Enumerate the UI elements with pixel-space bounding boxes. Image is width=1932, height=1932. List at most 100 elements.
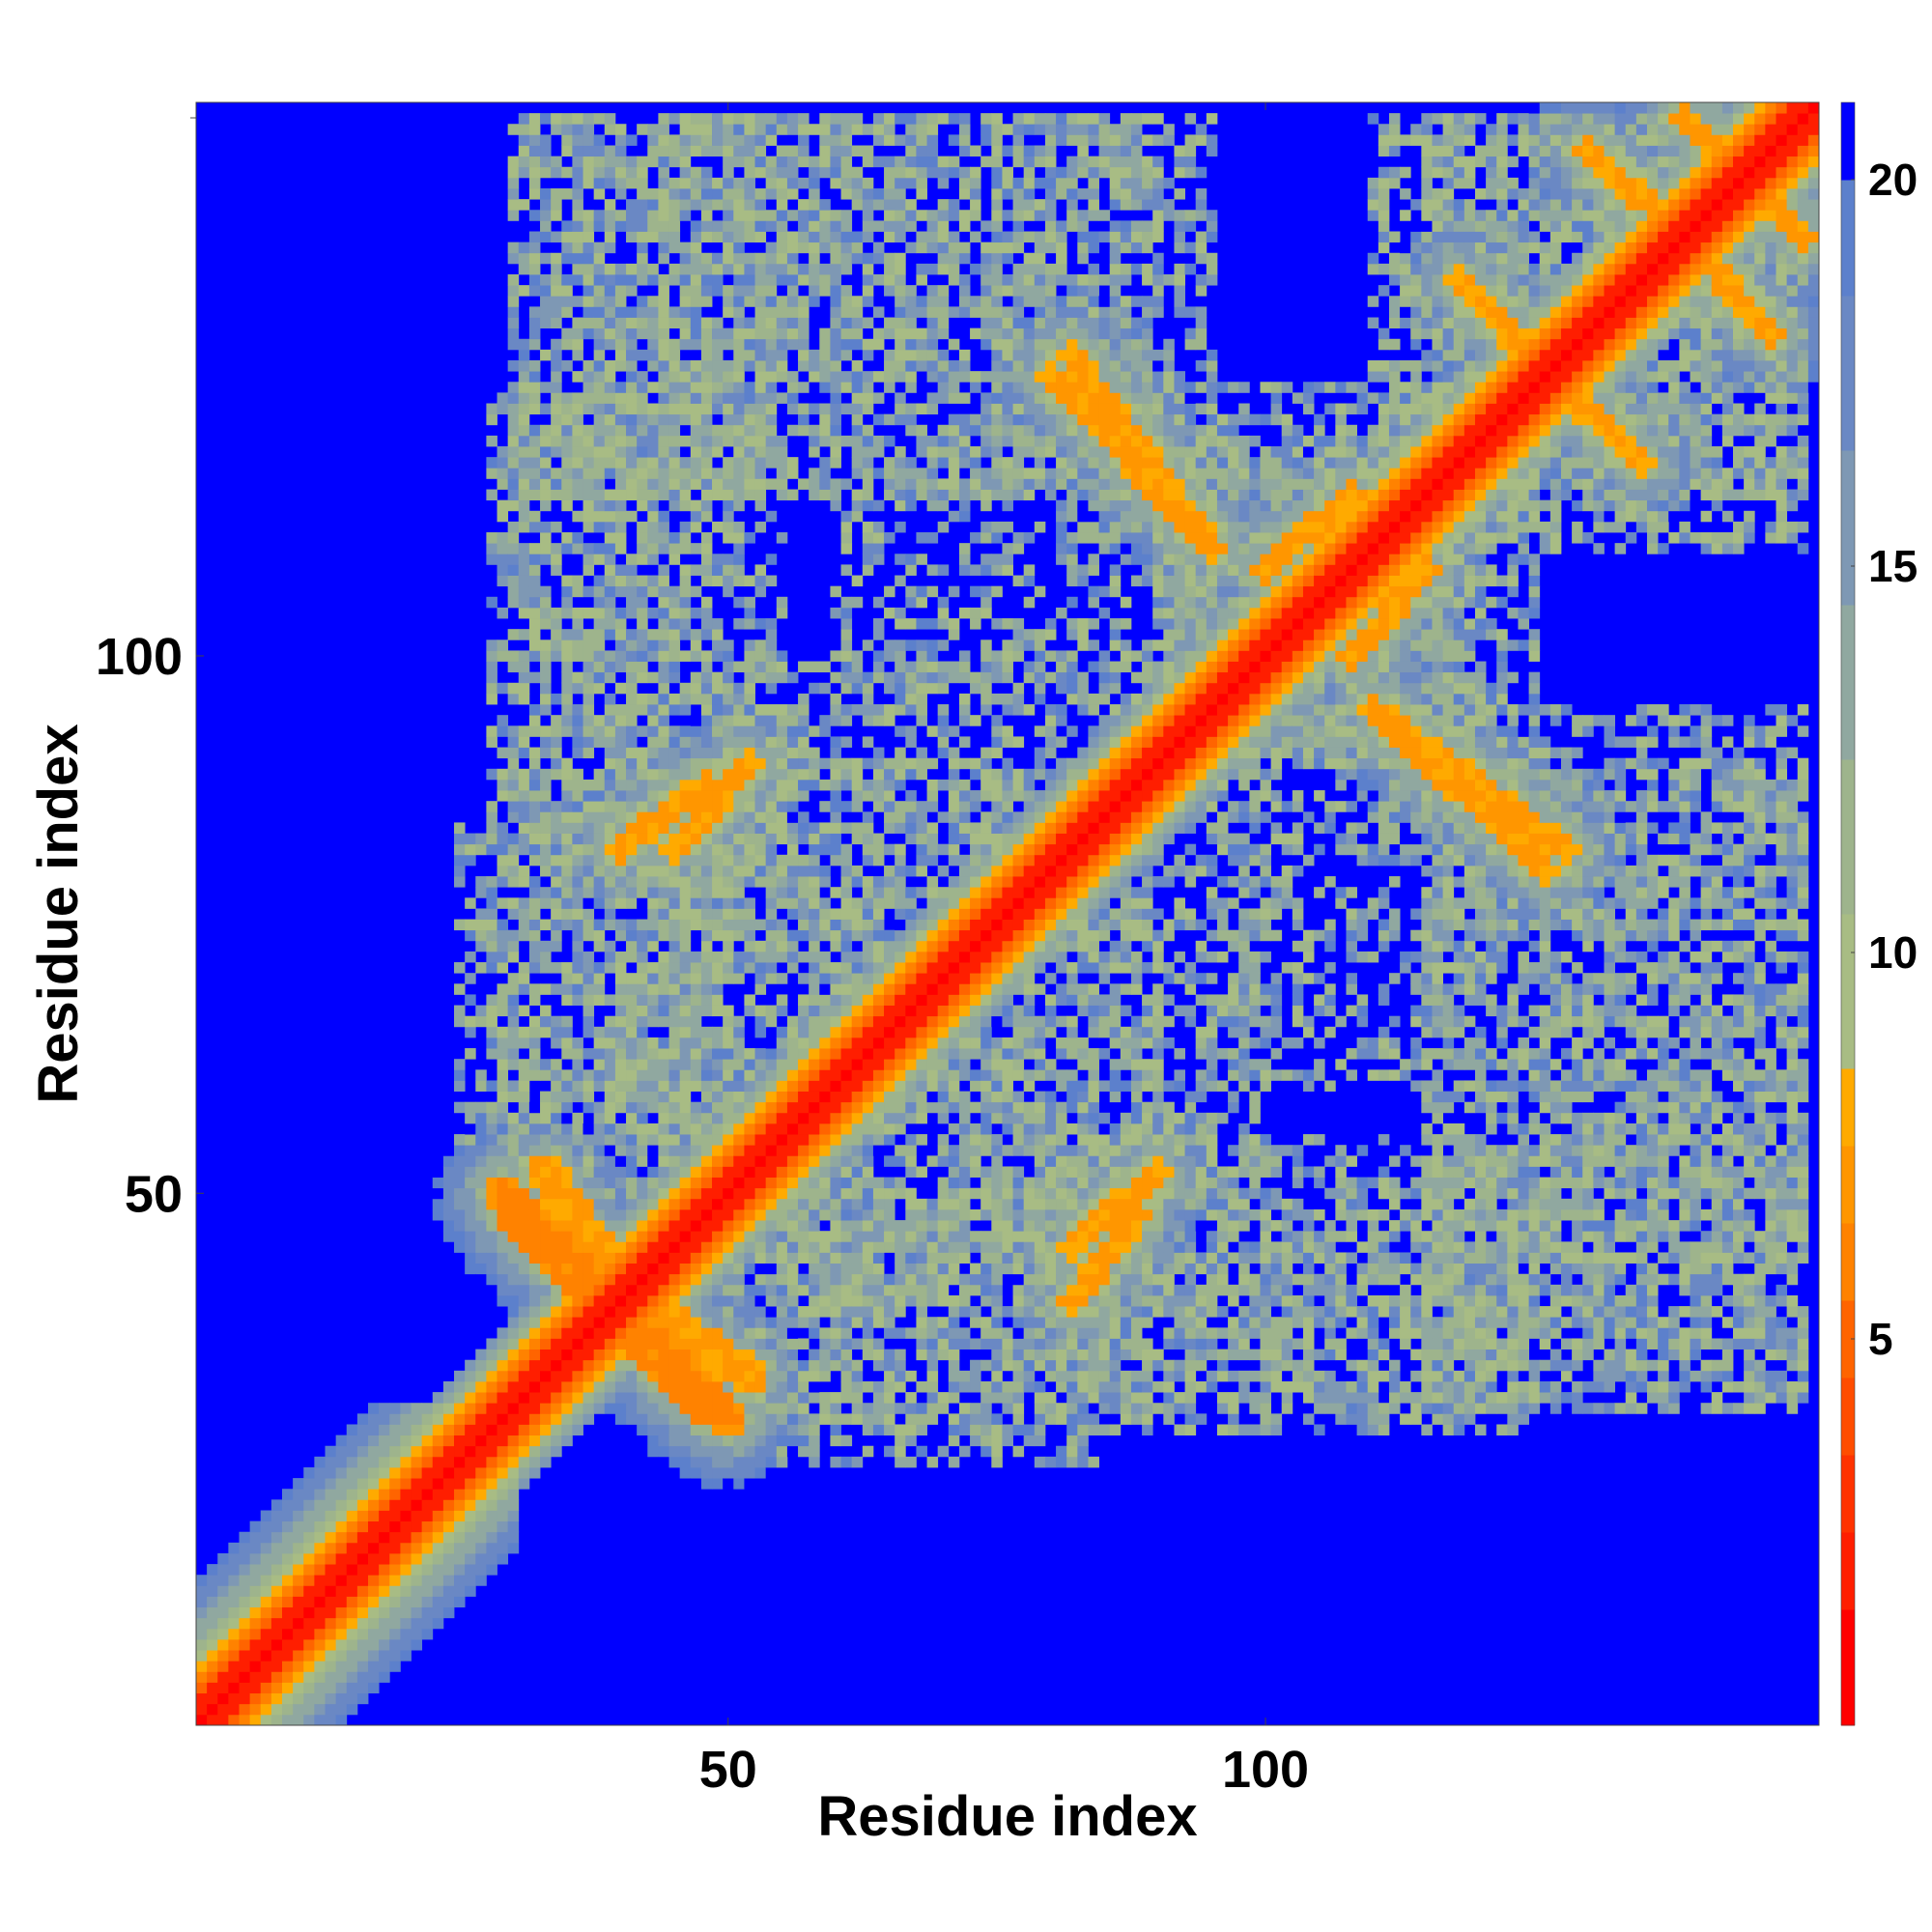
heatmap-cell	[668, 1037, 681, 1049]
heatmap-cell	[658, 285, 669, 297]
heatmap-cell	[872, 1380, 885, 1393]
heatmap-cell	[637, 650, 648, 662]
heatmap-cell	[862, 1026, 874, 1038]
heatmap-cell	[895, 843, 906, 856]
heatmap-cell	[851, 596, 864, 609]
heatmap-cell	[528, 446, 541, 458]
heatmap-cell	[465, 1456, 476, 1468]
heatmap-cell	[260, 1628, 272, 1640]
heatmap-cell	[786, 1198, 799, 1210]
heatmap-cell	[884, 360, 895, 372]
heatmap-cell	[830, 1252, 841, 1264]
heatmap-cell	[637, 124, 648, 135]
heatmap-cell	[593, 489, 606, 501]
heatmap-cell	[626, 811, 638, 823]
heatmap-cell	[668, 338, 681, 351]
heatmap-cell	[658, 994, 669, 1006]
heatmap-cell	[830, 145, 841, 157]
heatmap-cell	[454, 1241, 466, 1253]
heatmap-cell	[540, 843, 552, 856]
heatmap-cell	[368, 1435, 380, 1447]
heatmap-cell	[604, 1392, 616, 1404]
heatmap-cell	[744, 650, 755, 662]
heatmap-cell	[872, 908, 885, 920]
heatmap-cell	[518, 801, 530, 812]
heatmap-cell	[851, 317, 864, 329]
heatmap-cell	[809, 1198, 820, 1210]
heatmap-cell	[668, 1145, 681, 1156]
heatmap-cell	[658, 865, 669, 877]
heatmap-cell	[690, 1177, 702, 1189]
heatmap-cell	[895, 457, 906, 469]
heatmap-cell	[668, 1349, 681, 1361]
heatmap-cell	[916, 951, 927, 963]
heatmap-cell	[593, 392, 606, 404]
heatmap-cell	[809, 757, 820, 770]
heatmap-cell	[518, 682, 530, 695]
heatmap-cell	[658, 887, 669, 898]
heatmap-cell	[723, 725, 734, 737]
heatmap-cell	[700, 1403, 713, 1414]
heatmap-cell	[582, 801, 595, 812]
heatmap-cell	[830, 1145, 841, 1156]
heatmap-cell	[593, 1101, 606, 1114]
heatmap-cell	[475, 1456, 487, 1468]
heatmap-cell	[540, 736, 552, 748]
heatmap-cell	[744, 1048, 755, 1060]
heatmap-cell	[668, 1048, 681, 1060]
heatmap-cell	[723, 1413, 734, 1425]
heatmap-cell	[744, 1435, 755, 1447]
heatmap-cell	[723, 413, 734, 426]
heatmap-cell	[700, 499, 713, 512]
heatmap-cell	[658, 790, 669, 802]
heatmap-cell	[582, 811, 595, 823]
heatmap-cell	[637, 1445, 648, 1458]
heatmap-cell	[572, 994, 583, 1006]
heatmap-cell	[572, 811, 583, 823]
heatmap-cell	[926, 1155, 939, 1167]
heatmap-cell	[819, 951, 831, 963]
heatmap-cell	[776, 736, 788, 748]
heatmap-cell	[862, 876, 874, 888]
heatmap-cell	[497, 575, 509, 587]
heatmap-cell	[754, 317, 767, 329]
heatmap-cell	[282, 1671, 294, 1683]
heatmap-cell	[700, 1370, 713, 1382]
heatmap-cell	[712, 1198, 724, 1210]
heatmap-cell	[862, 994, 874, 1006]
heatmap-cell	[507, 435, 520, 447]
heatmap-cell	[862, 929, 874, 942]
heatmap-cell	[776, 1198, 788, 1210]
heatmap-cell	[679, 1166, 692, 1178]
heatmap-cell	[497, 1166, 509, 1178]
heatmap-cell	[346, 1671, 358, 1683]
heatmap-cell	[647, 1177, 659, 1189]
heatmap-cell	[668, 736, 681, 748]
heatmap-cell	[872, 1392, 885, 1404]
heatmap-cell	[528, 1435, 541, 1447]
heatmap-cell	[658, 543, 669, 554]
heatmap-cell	[421, 1628, 434, 1640]
heatmap-cell	[819, 413, 831, 426]
heatmap-cell	[668, 1306, 681, 1318]
heatmap-cell	[626, 1317, 638, 1328]
heatmap-cell	[690, 779, 702, 791]
heatmap-cell	[507, 1134, 520, 1146]
heatmap-cell	[679, 1069, 692, 1081]
heatmap-cell	[507, 585, 520, 598]
heatmap-cell	[809, 124, 820, 135]
heatmap-cell	[798, 897, 810, 909]
heatmap-cell	[239, 1714, 251, 1726]
heatmap-cell	[776, 779, 788, 791]
heatmap-cell	[551, 1091, 562, 1103]
heatmap-cell	[582, 134, 595, 146]
heatmap-cell	[690, 715, 702, 726]
heatmap-cell	[733, 532, 745, 544]
heatmap-cell	[432, 1466, 444, 1479]
heatmap-cell	[540, 725, 552, 737]
heatmap-cell	[368, 1520, 380, 1533]
heatmap-cell	[614, 973, 627, 984]
heatmap-cell	[668, 1198, 681, 1210]
heatmap-cell	[700, 822, 713, 834]
heatmap-cell	[690, 876, 702, 888]
